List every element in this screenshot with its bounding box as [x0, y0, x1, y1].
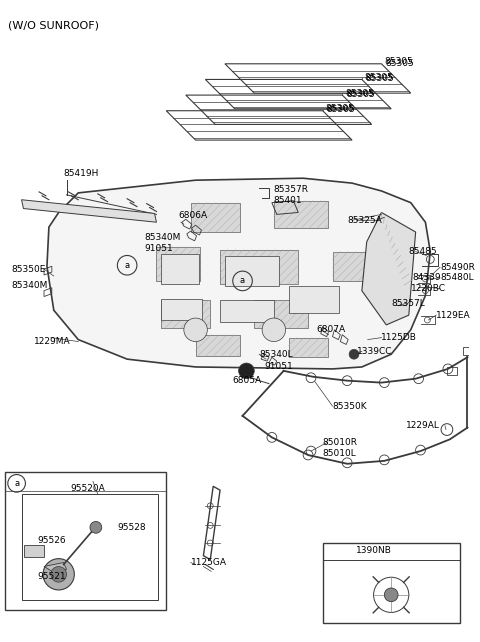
Text: 85325A: 85325A	[347, 216, 382, 225]
Text: 85401: 85401	[274, 196, 302, 205]
Text: 85305: 85305	[325, 104, 354, 113]
Text: 85480L: 85480L	[440, 273, 474, 282]
Text: 84339: 84339	[413, 273, 441, 282]
Text: a: a	[125, 261, 130, 270]
Text: 1125DB: 1125DB	[382, 333, 417, 342]
Text: 1220BC: 1220BC	[411, 284, 446, 293]
Text: a: a	[14, 479, 19, 488]
Text: 95520A: 95520A	[71, 483, 105, 492]
Circle shape	[43, 559, 74, 590]
Text: 85305: 85305	[345, 89, 374, 98]
Bar	[161, 254, 199, 284]
Text: 85305: 85305	[385, 59, 414, 68]
Bar	[220, 300, 274, 322]
Text: 85305: 85305	[384, 57, 413, 66]
Text: 85340M: 85340M	[12, 281, 48, 290]
Text: 91051: 91051	[264, 363, 293, 372]
Circle shape	[384, 588, 398, 602]
Text: 85490R: 85490R	[440, 263, 475, 272]
Bar	[161, 300, 210, 328]
Bar	[288, 338, 328, 357]
Bar	[22, 494, 158, 600]
Text: 1390NB: 1390NB	[356, 546, 392, 555]
Bar	[225, 256, 279, 286]
Text: (W/O SUNROOF): (W/O SUNROOF)	[8, 21, 99, 31]
Text: 1229AL: 1229AL	[406, 421, 440, 430]
Text: 85305: 85305	[327, 105, 355, 114]
Circle shape	[349, 349, 359, 359]
Text: 1229MA: 1229MA	[34, 337, 71, 346]
Text: 85305: 85305	[346, 90, 375, 99]
Text: 85357L: 85357L	[391, 299, 425, 308]
Text: 85305: 85305	[365, 73, 394, 82]
Text: 85485: 85485	[409, 247, 437, 256]
Bar	[323, 543, 460, 623]
Text: 85357R: 85357R	[274, 186, 309, 195]
Text: 85010L: 85010L	[323, 449, 357, 458]
Bar	[195, 334, 240, 356]
Circle shape	[90, 521, 102, 534]
Text: 95526: 95526	[37, 535, 66, 544]
Circle shape	[262, 318, 286, 342]
Text: 6807A: 6807A	[316, 325, 345, 334]
Text: 6805A: 6805A	[233, 376, 262, 385]
Circle shape	[239, 363, 254, 379]
Bar	[220, 250, 298, 284]
Bar	[333, 252, 376, 281]
Text: 1129EA: 1129EA	[436, 311, 471, 320]
Bar	[161, 299, 203, 320]
Polygon shape	[24, 545, 44, 557]
Polygon shape	[362, 213, 416, 325]
Text: 85350K: 85350K	[333, 402, 367, 411]
Circle shape	[184, 318, 207, 342]
Text: 6806A: 6806A	[178, 211, 207, 220]
Text: 85340M: 85340M	[145, 234, 181, 243]
Text: 95528: 95528	[117, 523, 146, 532]
Bar	[5, 472, 166, 611]
Text: 85010R: 85010R	[323, 438, 358, 447]
Polygon shape	[22, 200, 156, 222]
Text: 85419H: 85419H	[63, 169, 99, 178]
Text: 1125GA: 1125GA	[191, 558, 227, 567]
Circle shape	[51, 566, 67, 582]
Bar	[288, 286, 339, 313]
Polygon shape	[47, 178, 430, 369]
Bar	[191, 203, 240, 232]
Text: 85305: 85305	[366, 74, 395, 83]
Text: 1339CC: 1339CC	[357, 347, 393, 356]
Bar	[254, 300, 308, 328]
Polygon shape	[44, 562, 67, 572]
Bar	[156, 247, 201, 281]
Text: 91051: 91051	[145, 244, 173, 253]
Text: a: a	[240, 277, 245, 286]
Text: 95521: 95521	[37, 572, 66, 581]
Text: 85350E: 85350E	[12, 265, 46, 273]
Bar	[274, 201, 328, 228]
Text: 85340L: 85340L	[259, 350, 293, 359]
